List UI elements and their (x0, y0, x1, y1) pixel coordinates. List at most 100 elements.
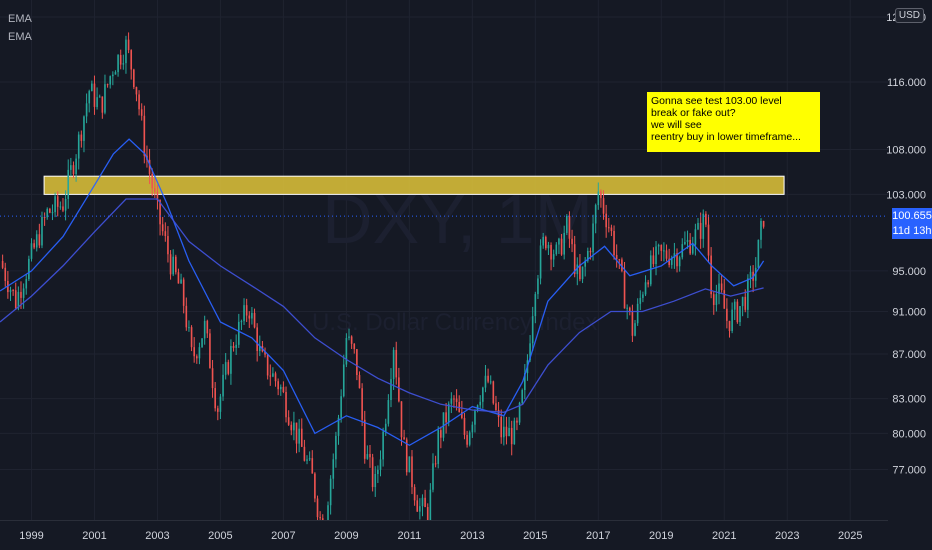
candle-body (615, 255, 618, 260)
candle-body (592, 223, 594, 253)
candle-body (143, 115, 146, 156)
candle-body (104, 84, 106, 113)
candle-body (576, 264, 579, 275)
candle-body (411, 456, 413, 488)
x-tick-label: 2007 (271, 530, 295, 542)
candle-body (4, 267, 7, 281)
candle-body (691, 244, 694, 254)
x-tick-label: 2023 (775, 530, 799, 542)
candle-body (67, 169, 70, 199)
candle-body (348, 336, 350, 338)
candle-body (684, 242, 686, 245)
y-tick-label: 108.000 (886, 145, 926, 157)
candle-body (125, 39, 127, 64)
candle-body (712, 294, 715, 305)
candle-body (340, 396, 342, 418)
candle-body (138, 94, 140, 110)
time-axis[interactable] (0, 520, 932, 550)
candle-body (366, 454, 369, 459)
x-tick-label: 2005 (208, 530, 232, 542)
candle-body (390, 379, 392, 401)
annotation-line-4: reentry buy in lower timeframe... (651, 131, 801, 143)
candle-body (282, 386, 285, 393)
y-tick-label: 95.000 (892, 266, 926, 278)
candle-body (96, 97, 98, 107)
candle-body (676, 253, 678, 267)
candle-body (106, 84, 109, 86)
candle-body (754, 267, 757, 281)
candle-body (156, 191, 159, 201)
currency-badge[interactable]: USD (894, 8, 924, 23)
countdown-tag: 11d 13h (892, 224, 932, 240)
candle-body (169, 254, 172, 275)
candle-body (647, 282, 649, 285)
candle-body (109, 76, 112, 85)
candle-body (736, 301, 739, 323)
candle-body (482, 387, 484, 402)
x-tick-label: 2009 (334, 530, 358, 542)
ema-legend-1[interactable]: EMA (8, 13, 32, 25)
candle-body (369, 454, 371, 458)
candle-body (479, 401, 482, 406)
candle-body (487, 375, 489, 382)
candle-body (702, 213, 705, 239)
candle-body (214, 388, 216, 409)
resistance-zone[interactable] (43, 175, 785, 195)
candle-body (248, 315, 251, 319)
annotation-note[interactable]: Gonna see test 103.00 level break or fak… (647, 92, 820, 152)
ema-legend-2[interactable]: EMA (8, 31, 32, 43)
candle-body (329, 478, 332, 506)
candle-body (503, 426, 505, 438)
y-tick-label: 91.000 (892, 307, 926, 319)
candle-body (314, 473, 316, 499)
candle-body (25, 279, 28, 289)
candle-body (135, 86, 138, 95)
candle-body (130, 50, 133, 70)
candle-body (17, 291, 20, 309)
x-tick-label: 2017 (586, 530, 610, 542)
x-tick-label: 2015 (523, 530, 547, 542)
candle-body (295, 422, 298, 444)
candle-body (644, 282, 647, 295)
x-tick-label: 2011 (398, 530, 422, 542)
candle-body (652, 255, 655, 265)
candle-body (387, 400, 390, 424)
candle-body (434, 463, 437, 465)
candle-body (747, 278, 749, 310)
candle-body (49, 208, 51, 213)
candle-body (98, 96, 101, 98)
candle-body (678, 257, 681, 267)
candle-body (455, 398, 458, 402)
candle-body (35, 234, 38, 248)
candle-body (222, 374, 224, 397)
candle-body (75, 158, 77, 174)
resistance-zone-rect[interactable] (43, 175, 785, 195)
candle-body (403, 437, 405, 440)
candle-body (723, 290, 726, 309)
candle-body (471, 424, 474, 433)
candle-body (571, 238, 573, 245)
x-tick-label: 1999 (19, 530, 43, 542)
candle-body (537, 278, 539, 295)
candle-body (216, 408, 219, 412)
candle-body (550, 244, 552, 260)
candle-body (760, 220, 762, 240)
candle-body (337, 417, 340, 436)
candle-body (568, 216, 571, 239)
candle-body (230, 345, 232, 374)
candle-body (77, 134, 80, 159)
y-tick-label: 77.000 (892, 465, 926, 477)
candle-body (33, 243, 35, 248)
candle-body (628, 307, 631, 312)
y-tick-label: 103.000 (886, 189, 926, 201)
candle-body (495, 403, 497, 411)
candle-body (400, 401, 403, 438)
candle-body (600, 191, 602, 199)
candle-body (85, 103, 88, 117)
candle-body (621, 259, 623, 271)
y-tick-label: 80.000 (892, 428, 926, 440)
candle-body (264, 351, 266, 355)
price-axis[interactable] (888, 0, 932, 550)
